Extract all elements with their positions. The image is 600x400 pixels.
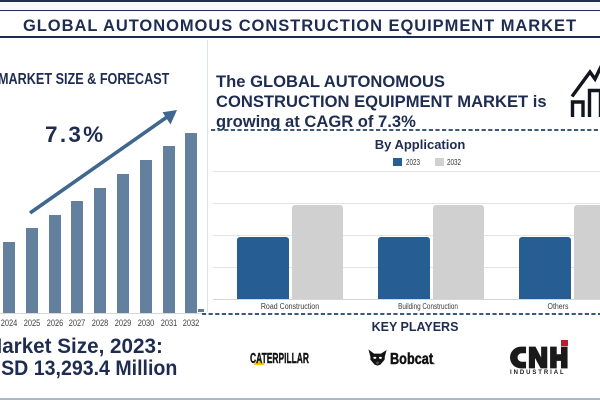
svg-text:INDUSTRIAL: INDUSTRIAL <box>510 370 566 376</box>
